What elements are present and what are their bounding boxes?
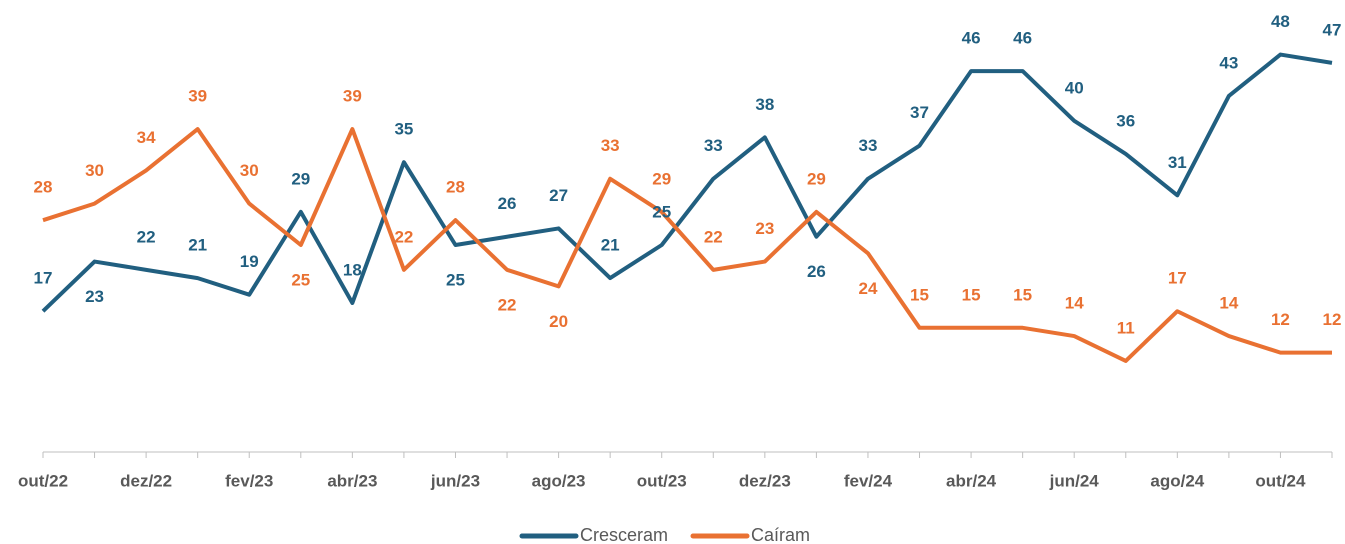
- data-label: 19: [240, 252, 259, 271]
- data-label: 15: [910, 285, 929, 304]
- data-label: 23: [85, 287, 104, 306]
- data-label: 12: [1323, 310, 1342, 329]
- data-label: 47: [1323, 20, 1342, 39]
- data-label: 21: [188, 236, 207, 255]
- data-label: 25: [652, 202, 671, 221]
- data-label: 29: [652, 169, 671, 188]
- series-line: [41, 52, 1333, 313]
- data-label: 14: [1065, 294, 1084, 313]
- x-tick-label: out/24: [1255, 471, 1306, 490]
- data-label: 37: [910, 103, 929, 122]
- data-label: 27: [549, 186, 568, 205]
- data-label: 33: [858, 136, 877, 155]
- data-label: 29: [807, 169, 826, 188]
- data-label: 33: [601, 136, 620, 155]
- data-label: 39: [188, 87, 207, 106]
- data-label: 40: [1065, 78, 1084, 97]
- x-tick-label: ago/23: [532, 471, 586, 490]
- legend-label: Cresceram: [580, 525, 668, 544]
- data-label: 22: [137, 227, 156, 246]
- data-label: 28: [446, 178, 465, 197]
- data-label: 26: [807, 262, 826, 281]
- data-label: 21: [601, 236, 620, 255]
- series-line: [42, 127, 1332, 363]
- legend-label: Caíram: [751, 525, 810, 544]
- x-tick-label: jun/24: [1049, 471, 1100, 490]
- data-label: 11: [1117, 318, 1135, 337]
- x-tick-label: fev/24: [844, 471, 893, 490]
- x-tick-label: ago/24: [1150, 471, 1204, 490]
- data-label: 31: [1168, 153, 1187, 172]
- data-label: 14: [1219, 294, 1238, 313]
- data-label: 22: [498, 295, 517, 314]
- data-label: 17: [1168, 269, 1187, 288]
- data-label: 12: [1271, 310, 1290, 329]
- data-label: 48: [1271, 12, 1290, 31]
- x-tick-label: abr/24: [946, 471, 997, 490]
- x-tick-label: out/23: [637, 471, 687, 490]
- data-label: 20: [549, 312, 568, 331]
- x-tick-label: abr/23: [327, 471, 377, 490]
- data-label: 43: [1219, 53, 1238, 72]
- data-label: 30: [240, 161, 259, 180]
- data-label: 26: [498, 194, 517, 213]
- data-label: 22: [394, 227, 413, 246]
- data-label: 35: [394, 120, 413, 139]
- x-tick-label: jun/23: [430, 471, 480, 490]
- data-label: 46: [962, 29, 981, 48]
- data-label: 15: [1013, 285, 1032, 304]
- data-label: 18: [343, 260, 362, 279]
- data-label: 36: [1116, 111, 1135, 130]
- data-label: 22: [704, 227, 723, 246]
- x-tick-label: dez/23: [739, 471, 791, 490]
- data-label: 33: [704, 136, 723, 155]
- data-label: 15: [962, 285, 981, 304]
- data-label: 17: [34, 269, 53, 288]
- x-tick-label: out/22: [18, 471, 68, 490]
- data-label: 29: [291, 169, 310, 188]
- data-label: 38: [755, 95, 774, 114]
- x-tick-label: dez/22: [120, 471, 172, 490]
- data-label: 28: [34, 178, 53, 197]
- x-tick-label: fev/23: [225, 471, 273, 490]
- data-label: 25: [446, 270, 465, 289]
- data-label: 24: [858, 279, 877, 298]
- data-label: 23: [755, 219, 774, 238]
- data-label: 30: [85, 161, 104, 180]
- data-label: 39: [343, 87, 362, 106]
- data-label: 34: [137, 128, 156, 147]
- data-label: 25: [291, 270, 310, 289]
- data-label: 46: [1013, 29, 1032, 48]
